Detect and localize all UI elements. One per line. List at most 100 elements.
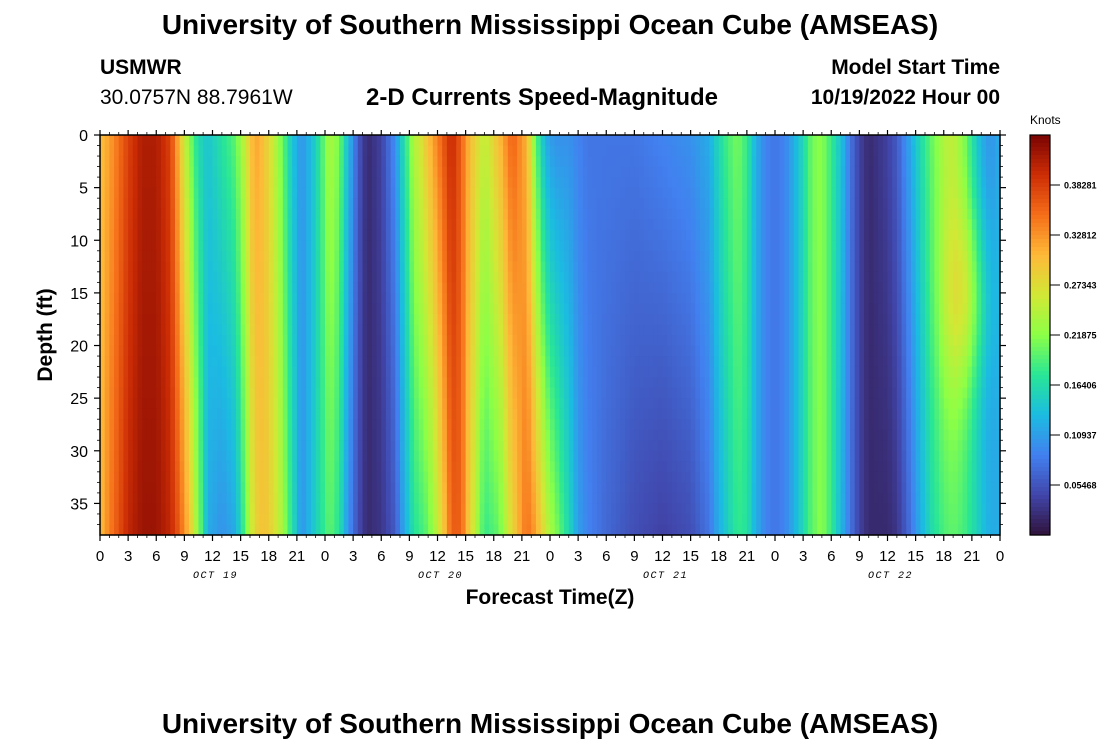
heatmap-cell [273,524,279,536]
heatmap-cell [217,292,223,305]
heatmap-cell [409,303,415,315]
heatmap-cell [493,229,500,241]
heatmap-cell [657,145,664,157]
heatmap-cell [329,166,335,178]
heatmap-cell [400,513,406,526]
heatmap-cell [432,303,439,315]
heatmap-cell [648,482,654,494]
heatmap-cell [643,345,650,357]
heatmap-cell [156,398,162,410]
heatmap-cell [639,356,645,368]
heatmap-cell [432,450,439,462]
heatmap-cell [484,345,490,357]
heatmap-cell [550,408,556,420]
heatmap-cell [521,440,528,452]
heatmap-cell [639,177,645,189]
heatmap-cell [414,166,420,178]
heatmap-cell [662,145,668,157]
heatmap-cell [559,208,565,220]
heatmap-cell [296,345,303,357]
heatmap-cell [268,282,275,294]
heatmap-cell [493,145,500,157]
heatmap-cell [470,240,476,252]
heatmap-cell [217,387,223,399]
heatmap-cell [203,503,209,515]
heatmap-cell [695,324,701,336]
heatmap-cell [156,524,162,536]
heatmap-cell [343,324,350,336]
heatmap-cell [512,313,518,326]
heatmap-cell [212,356,218,368]
heatmap-cell [259,313,265,326]
heatmap-cell [451,219,457,231]
heatmap-cell [273,187,279,199]
heatmap-cell [128,398,134,410]
heatmap-cell [245,450,251,462]
heatmap-cell [709,471,715,483]
heatmap-cell [165,461,171,473]
heatmap-cell [301,492,307,505]
heatmap-cell [160,503,167,515]
heatmap-cell [610,429,617,441]
heatmap-cell [507,398,514,410]
heatmap-cell [264,440,270,452]
heatmap-cell [554,335,560,347]
heatmap-cell [292,524,298,536]
heatmap-cell [278,219,284,231]
heatmap-cell [662,482,668,494]
heatmap-cell [278,166,284,178]
heatmap-cell [714,135,720,147]
heatmap-cell [578,482,584,494]
heatmap-cell [606,503,612,515]
heatmap-cell [704,345,710,357]
heatmap-cell [550,461,556,473]
heatmap-cell [700,513,706,526]
heatmap-cell [681,461,687,473]
heatmap-cell [325,271,331,283]
heatmap-cell [709,145,715,157]
heatmap-cell [615,208,621,220]
heatmap-cell [643,282,650,294]
heatmap-cell [465,335,471,347]
heatmap-cell [653,198,659,210]
heatmap-cell [639,471,645,483]
heatmap-cell [554,356,560,368]
heatmap-cell [446,482,453,494]
heatmap-cell [676,303,682,315]
heatmap-cell [700,261,706,273]
heatmap-cell [414,198,420,210]
heatmap-cell [489,292,495,305]
heatmap-cell [395,250,401,262]
heatmap-cell [704,250,710,262]
heatmap-cell [662,387,668,399]
heatmap-cell [667,377,673,389]
heatmap-cell [625,345,631,357]
heatmap-cell [507,303,514,315]
heatmap-cell [681,471,687,483]
heatmap-cell [671,219,678,231]
heatmap-cell [700,335,706,347]
heatmap-cell [625,166,631,178]
heatmap-cell [709,524,715,536]
heatmap-cell [531,461,537,473]
heatmap-cell [423,303,429,315]
heatmap-cell [531,450,537,462]
heatmap-cell [479,366,485,378]
heatmap-cell [503,313,509,326]
heatmap-cell [268,250,275,262]
heatmap-cell [700,177,706,189]
heatmap-cell [418,503,425,515]
heatmap-cell [531,229,537,241]
heatmap-cell [456,240,462,252]
heatmap-cell [629,156,635,168]
heatmap-cell [278,250,284,262]
heatmap-cell [329,229,335,241]
heatmap-cell [142,156,148,168]
heatmap-cell [118,377,125,389]
heatmap-cell [221,313,228,326]
heatmap-cell [460,450,467,462]
heatmap-cell [498,261,504,273]
heatmap-cell [170,345,176,357]
heatmap-cell [128,419,134,431]
heatmap-cell [184,513,190,526]
